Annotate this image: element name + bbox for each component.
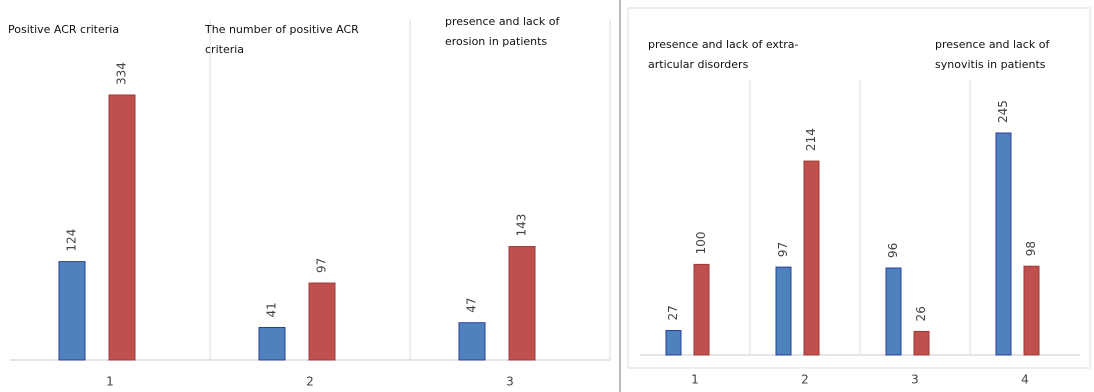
data-label: 245 [996,100,1010,123]
annotation: presence and lack of extra-articular dis… [648,38,799,71]
bar [665,330,682,356]
data-label: 100 [694,231,708,254]
bar [995,132,1012,356]
x-tick-label: 2 [306,375,314,389]
x-tick-label: 2 [801,373,809,387]
bar [258,326,286,361]
data-label: 124 [65,229,79,252]
annotation: Positive ACR criteria [8,23,120,36]
bar [108,94,136,361]
data-label: 27 [666,305,680,320]
x-tick-label: 1 [106,375,114,389]
data-label: 98 [1024,241,1038,256]
annotation: The number of positive ACR criteria [205,23,359,56]
data-label: 26 [914,306,928,321]
data-label: 334 [115,62,129,85]
bar [913,330,930,356]
x-tick-label: 3 [911,373,919,387]
annotation: presence and lack of synovitis in patien… [935,38,1050,71]
bar [308,282,336,361]
data-label: 97 [776,242,790,257]
annotation: presence and lack of erosion in patients [445,15,560,48]
data-label: 47 [465,297,479,312]
panel-frame [627,7,1091,369]
bar [58,261,86,361]
x-tick-label: 3 [506,375,514,389]
x-tick-label: 4 [1021,373,1029,387]
bar [508,246,536,361]
bar [885,267,902,356]
data-label: 214 [804,128,818,151]
bar [458,322,486,361]
x-tick-label: 1 [691,373,699,387]
bar [693,263,710,356]
bar [1023,265,1040,356]
data-label: 96 [886,243,900,258]
data-label: 41 [265,302,279,317]
bar [803,160,820,356]
bar [775,266,792,356]
data-label: 143 [515,214,529,237]
data-label: 97 [315,258,329,273]
